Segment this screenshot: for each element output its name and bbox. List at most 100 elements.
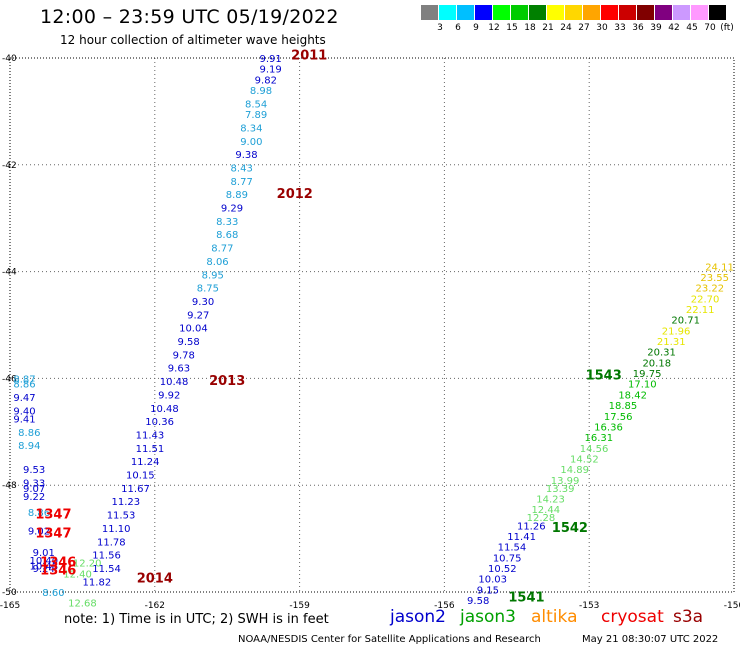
swh-value: 18.85 <box>609 401 638 412</box>
swh-value: 8.77 <box>211 244 233 255</box>
swh-value: 17.56 <box>604 412 633 423</box>
swh-value: 11.53 <box>107 511 136 522</box>
legend-swatch <box>655 5 672 20</box>
x-tick-label: -150 <box>724 601 740 611</box>
swh-value: 8.86 <box>18 428 40 439</box>
y-tick-label: -46 <box>2 374 17 384</box>
swh-value: 8.98 <box>250 86 272 97</box>
legend-label: 12 <box>488 23 500 33</box>
swh-value: 9.82 <box>255 75 277 86</box>
swh-value: 14.52 <box>570 455 599 466</box>
swh-value: 16.31 <box>585 433 614 444</box>
note-text: note: 1) Time is in UTC; 2) SWH is in fe… <box>64 612 329 627</box>
swh-value: 11.24 <box>131 457 160 468</box>
swh-value: 8.89 <box>226 190 248 201</box>
pass-time-label: 1542 <box>552 521 588 536</box>
swh-value: 11.67 <box>121 484 150 495</box>
swh-value: 12.28 <box>527 513 556 524</box>
swh-value: 8.87 <box>13 374 35 385</box>
swh-value: 9.07 <box>23 484 45 495</box>
legend-swatch <box>457 5 474 20</box>
swh-value: 8.86 <box>28 508 50 519</box>
swh-value: 12.44 <box>531 505 560 516</box>
legend-label: 9 <box>473 23 479 33</box>
legend-label: 42 <box>668 23 680 33</box>
swh-value: 8.86 <box>13 380 35 391</box>
swh-value: 9.27 <box>187 310 209 321</box>
swh-value: 14.89 <box>560 465 589 476</box>
y-tick-label: -50 <box>2 588 17 598</box>
legend-unit: (ft) <box>720 23 734 33</box>
x-tick-label: -159 <box>289 601 310 611</box>
swh-value: 11.82 <box>83 577 112 588</box>
satellite-s3a: s3a <box>673 607 704 627</box>
swh-value: 18.42 <box>618 390 647 401</box>
legend-label: 21 <box>542 23 554 33</box>
legend-label: 15 <box>506 23 518 33</box>
swh-value: 22.11 <box>686 305 715 316</box>
y-tick-label: -42 <box>2 161 17 171</box>
swh-value: 9.15 <box>477 585 499 596</box>
swh-value: 11.26 <box>517 521 546 532</box>
swh-value: 8.34 <box>240 123 262 134</box>
swh-value: 9.53 <box>23 465 45 476</box>
swh-value: 9.01 <box>33 548 55 559</box>
swh-value: 9.78 <box>173 350 195 361</box>
swh-value: 9.19 <box>260 65 282 76</box>
swh-value: 9.91 <box>260 54 282 65</box>
swh-value: 9.38 <box>235 150 257 161</box>
legend-label: 33 <box>614 23 626 33</box>
legend-label: 24 <box>560 23 572 33</box>
satellite-jason3: jason3 <box>460 607 516 627</box>
swh-value: 8.75 <box>197 284 219 295</box>
swh-value: 7.89 <box>245 110 267 121</box>
swh-value: 11.23 <box>112 497 141 508</box>
page-title: 12:00 – 23:59 UTC 05/19/2022 <box>40 6 339 28</box>
x-tick-label: -162 <box>145 601 165 611</box>
legend-swatch <box>439 5 456 20</box>
swh-value: 9.47 <box>13 393 35 404</box>
swh-value: 9.40 <box>13 406 35 417</box>
satellite-altika: altika <box>531 607 578 627</box>
pass-time-label: 2011 <box>291 48 327 63</box>
swh-value: 9.24 <box>33 564 55 575</box>
legend-swatch <box>475 5 492 20</box>
legend-label: 27 <box>578 23 590 33</box>
swh-value: 11.41 <box>507 532 536 543</box>
swh-value: 10.40 <box>29 556 58 567</box>
swh-value: 8.33 <box>216 217 238 228</box>
swh-value: 24.11 <box>705 262 734 273</box>
swh-value: 11.56 <box>92 551 121 562</box>
satellite-cryosat: cryosat <box>601 607 664 627</box>
legend-swatch <box>565 5 582 20</box>
swh-value: 14.23 <box>536 495 565 506</box>
legend-label: 18 <box>524 23 536 33</box>
satellite-jason2: jason2 <box>390 607 446 627</box>
swh-value: 8.68 <box>216 230 238 241</box>
y-tick-label: -40 <box>2 54 17 64</box>
swh-value: 9.29 <box>221 204 243 215</box>
pass-time-label: 2013 <box>209 374 245 389</box>
swh-value: 21.96 <box>662 326 691 337</box>
legend-swatch <box>547 5 564 20</box>
swh-value: 9.41 <box>13 414 35 425</box>
swh-value: 17.10 <box>628 380 657 391</box>
swh-value: 8.43 <box>231 163 253 174</box>
swh-value: 20.31 <box>647 348 676 359</box>
legend-label: 45 <box>686 23 698 33</box>
swh-value: 10.48 <box>160 377 189 388</box>
swh-value: 21.31 <box>657 337 686 348</box>
legend-swatch <box>673 5 690 20</box>
swh-value: 9.30 <box>192 297 214 308</box>
swh-value: 9.22 <box>23 492 45 503</box>
legend-swatch <box>709 5 726 20</box>
legend-swatch <box>421 5 438 20</box>
swh-value: 22.70 <box>691 294 720 305</box>
swh-value: 20.71 <box>671 316 700 327</box>
x-tick-label: -156 <box>434 601 455 611</box>
swh-value: 12.20 <box>73 559 102 570</box>
swh-value: 8.54 <box>245 99 267 110</box>
y-tick-label: -48 <box>2 481 17 491</box>
swh-value: 8.06 <box>206 257 228 268</box>
